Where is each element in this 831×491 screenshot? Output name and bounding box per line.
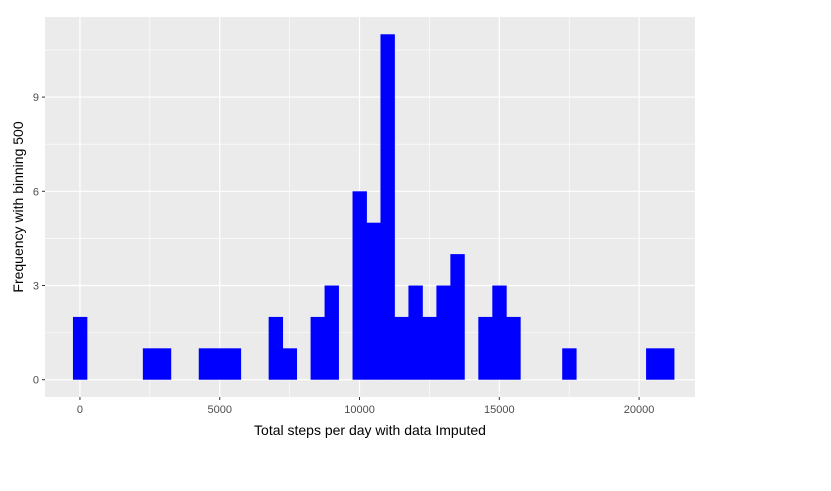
histogram-bar: [268, 316, 284, 380]
x-tick-label: 0: [77, 404, 83, 416]
y-axis-ticks: 0 3 6 9: [33, 92, 45, 387]
histogram-bar: [506, 316, 521, 380]
x-tick-label: 15000: [484, 404, 515, 416]
histogram-bar: [310, 316, 325, 380]
histogram-bar: [212, 348, 228, 380]
x-axis-title: Total steps per day with data Imputed: [254, 422, 486, 438]
x-tick-label: 10000: [344, 404, 375, 416]
x-tick-label: 20000: [624, 404, 655, 416]
histogram-bar: [492, 285, 507, 380]
y-axis-title: Frequency with binning 500: [10, 121, 26, 292]
histogram-bar: [450, 254, 465, 380]
histogram-bar: [352, 191, 367, 380]
histogram-bar: [380, 34, 395, 380]
histogram-bar: [226, 348, 242, 380]
histogram-bar: [660, 348, 675, 380]
histogram-bar: [366, 222, 381, 380]
y-tick-label: 9: [33, 92, 39, 104]
histogram-bar: [198, 348, 214, 380]
histogram-bars: [72, 34, 675, 380]
histogram-bar: [562, 348, 577, 380]
histogram-bar: [72, 316, 88, 380]
histogram-bar: [394, 316, 409, 380]
y-tick-label: 3: [33, 281, 39, 293]
histogram-bar: [478, 316, 493, 380]
histogram-bar: [436, 285, 451, 380]
x-tick-label: 5000: [207, 404, 231, 416]
histogram-bar: [422, 316, 437, 380]
histogram-bar: [324, 285, 339, 380]
histogram-bar: [156, 348, 172, 380]
x-axis-ticks: 0 5000 10000 15000 20000: [77, 397, 654, 416]
histogram-bar: [282, 348, 298, 380]
y-tick-label: 0: [33, 375, 39, 387]
histogram-bar: [408, 285, 423, 380]
y-tick-label: 6: [33, 186, 39, 198]
histogram-bar: [646, 348, 661, 380]
histogram-bar: [142, 348, 158, 380]
